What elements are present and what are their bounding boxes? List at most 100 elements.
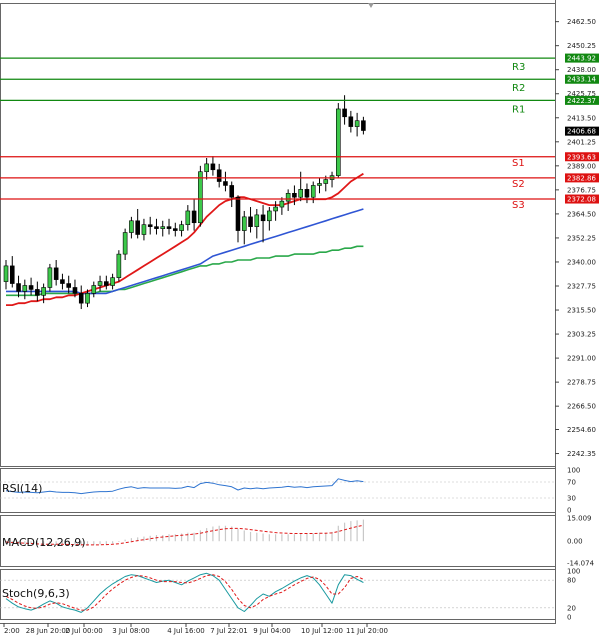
level-price-label: 2393.63 — [567, 153, 596, 161]
level-name-r3: R3 — [512, 62, 525, 73]
ma-red-line — [6, 172, 364, 307]
candle-bull — [41, 287, 46, 296]
candle-bull — [273, 206, 278, 212]
candle-bear — [28, 285, 34, 290]
time-tick-label: 7 Jul 22:01 — [210, 627, 248, 635]
level-price-label: 2372.08 — [567, 196, 596, 204]
rsi-label: RSI(14) — [2, 482, 42, 495]
candle-bear — [53, 267, 59, 280]
candle-bull — [279, 200, 285, 208]
candle-bull — [160, 226, 166, 229]
price-tick-label: 2401.25 — [567, 138, 596, 146]
candle-bear — [172, 228, 178, 231]
price-tick-label: 2278.75 — [567, 379, 596, 387]
time-tick-label: 9 Jul 04:00 — [253, 627, 291, 635]
stoch-label: Stoch(9,6,3) — [2, 587, 70, 600]
level-price-label: 2433.14 — [567, 76, 596, 84]
candle-bull — [198, 171, 203, 224]
candle-bull — [85, 293, 90, 304]
price-tick-label: 2266.50 — [567, 403, 596, 411]
candle-bull — [185, 210, 191, 225]
candle-bear — [223, 181, 228, 186]
candle-bull — [254, 214, 260, 227]
price-tick-label: 2352.25 — [567, 234, 596, 242]
candle-bear — [147, 224, 153, 227]
shift-marker-icon — [368, 3, 374, 8]
level-name-r2: R2 — [512, 83, 525, 94]
candle-bull — [298, 189, 303, 198]
price-tick-label: 2462.50 — [567, 18, 596, 26]
level-price-label: 2443.92 — [567, 55, 596, 63]
rsi-tick-label: 0 — [567, 507, 571, 515]
candle-bull — [3, 265, 9, 282]
price-tick-label: 2413.50 — [567, 114, 596, 122]
candle-bear — [135, 220, 140, 235]
candle-bear — [348, 116, 354, 127]
candle-bull — [91, 285, 97, 294]
price-tick-label: 2315.50 — [567, 307, 596, 315]
candle-bull — [141, 224, 147, 235]
level-name-s3: S3 — [512, 200, 525, 211]
candle-bull — [323, 179, 329, 184]
rsi-tick-label: 30 — [567, 495, 576, 503]
level-price-label: 2422.37 — [567, 97, 596, 105]
ma-blue-line — [6, 208, 364, 295]
macd-tick-label: -14.074 — [567, 560, 595, 568]
time-tick-label: 2:00 — [4, 627, 20, 635]
price-tick-label: 2376.75 — [567, 186, 596, 194]
level-price-box — [565, 152, 599, 162]
candle-bull — [317, 183, 322, 186]
candle-bear — [216, 169, 222, 182]
candle-bear — [292, 193, 297, 198]
level-price-box — [565, 194, 599, 204]
price-tick-label: 2450.25 — [567, 42, 596, 50]
price-tick-label: 2254.60 — [567, 426, 596, 434]
price-tick-label: 2425.75 — [567, 90, 596, 98]
macd-tick-label: 15.009 — [567, 515, 592, 523]
level-name-s2: S2 — [512, 179, 525, 190]
candle-bear — [248, 216, 253, 227]
candle-bear — [166, 226, 172, 229]
price-tick-label: 2327.75 — [567, 282, 596, 290]
candle-bear — [235, 196, 241, 231]
level-price-box — [565, 95, 599, 105]
price-tick-label: 2303.25 — [567, 331, 596, 339]
candle-bull — [336, 108, 341, 176]
price-tick-label: 2364.50 — [567, 210, 596, 218]
candle-bull — [97, 281, 103, 286]
candle-bull — [179, 224, 184, 231]
current-price-label: 2406.68 — [567, 128, 596, 136]
rsi-line — [5, 478, 364, 495]
price-tick-label: 2291.00 — [567, 355, 596, 363]
stoch-tick-label: 20 — [567, 604, 576, 612]
price-tick-label: 2340.00 — [567, 258, 596, 266]
current-price-box — [565, 126, 599, 136]
macd-tick-label: 0.00 — [567, 538, 583, 546]
candle-bear — [60, 279, 65, 284]
candle-bear — [104, 281, 109, 286]
candle-bull — [110, 277, 115, 286]
candle-bear — [191, 210, 197, 224]
candle-bull — [22, 285, 28, 292]
level-price-box — [565, 53, 599, 63]
ma-green-line — [6, 245, 364, 297]
candle-bear — [361, 120, 366, 131]
panel-frame — [0, 569, 556, 620]
macd-label: MACD(12,26,9) — [2, 536, 86, 549]
candle-bear — [16, 283, 21, 292]
candle-bull — [204, 163, 209, 173]
candle-bull — [241, 216, 247, 231]
candle-bear — [78, 293, 84, 304]
candle-bull — [285, 193, 291, 202]
candle-bull — [267, 210, 272, 222]
time-tick-label: 4 Jul 16:00 — [167, 627, 205, 635]
level-price-label: 2382.86 — [567, 174, 596, 182]
candle-bear — [154, 226, 159, 229]
candle-bear — [342, 108, 347, 118]
stoch-tick-label: 80 — [567, 577, 576, 585]
price-tick-label: 2389.00 — [567, 162, 596, 170]
candle-bear — [66, 283, 71, 288]
candle-bear — [229, 185, 235, 198]
time-tick-label: 28 Jun 20:00 — [26, 627, 70, 635]
